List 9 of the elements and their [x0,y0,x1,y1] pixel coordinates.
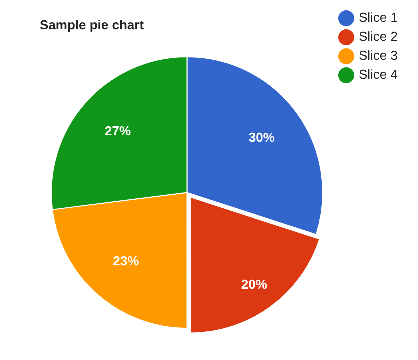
legend-label: Slice 2 [358,29,398,44]
data-label: 30% [248,130,276,146]
data-label: 27% [104,123,132,138]
data-label: 20% [241,276,268,292]
legend-label: Slice 4 [358,67,398,82]
text: Sample pie chart [40,17,145,32]
data-label: 23% [113,254,140,269]
legend-label: Slice 3 [358,48,398,64]
legend-label: Slice 1 [358,10,398,26]
